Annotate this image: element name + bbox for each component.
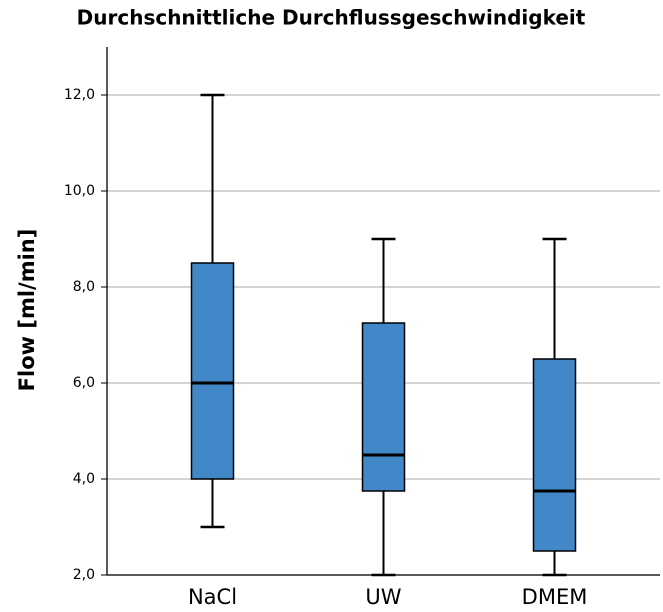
box <box>361 322 406 492</box>
y-axis-label: Flow [ml/min] <box>15 229 39 392</box>
box <box>532 358 577 552</box>
y-tick-label: 2,0 <box>73 567 95 583</box>
chart-title: Durchschnittliche Durchflussgeschwindigk… <box>77 6 586 30</box>
x-tick-label: DMEM <box>522 585 588 609</box>
x-tick-label: UW <box>365 585 401 609</box>
y-tick-label: 4,0 <box>73 471 95 487</box>
box <box>190 262 235 480</box>
x-tick-label: NaCl <box>188 585 237 609</box>
y-tick-label: 6,0 <box>73 375 95 391</box>
y-tick-label: 10,0 <box>64 183 95 199</box>
y-tick-label: 12,0 <box>64 87 95 103</box>
y-tick-label: 8,0 <box>73 279 95 295</box>
